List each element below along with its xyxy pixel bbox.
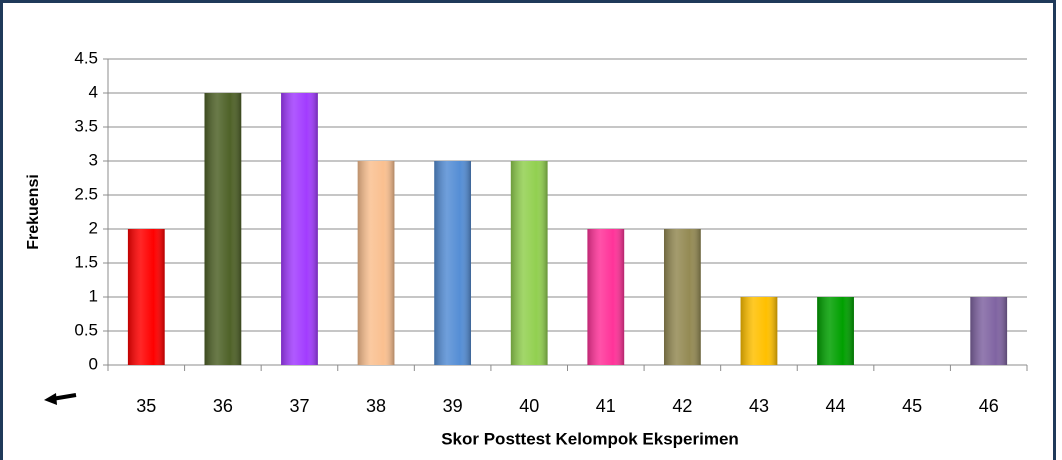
bar-shine (817, 297, 854, 365)
x-tick-label: 43 (749, 396, 769, 416)
x-tick-label: 35 (136, 396, 156, 416)
x-tick-label: 44 (826, 396, 846, 416)
y-tick-label: 1 (89, 286, 98, 305)
x-tick-label: 46 (979, 396, 999, 416)
bar-shine (663, 229, 701, 365)
x-tick-label: 42 (672, 396, 692, 416)
bar-shine (970, 297, 1008, 365)
bar-shine (510, 161, 548, 365)
y-tick-label: 1.5 (74, 252, 98, 271)
bar-shine (357, 161, 395, 365)
y-tick-label: 2 (89, 218, 98, 237)
bar-shine (587, 229, 625, 365)
y-tick-label: 4 (89, 82, 98, 101)
y-tick-label: 3 (89, 150, 98, 169)
bar-shine (740, 297, 778, 365)
bar-shine (127, 229, 165, 365)
y-tick-label: 0 (89, 354, 98, 373)
x-tick-label: 45 (902, 396, 922, 416)
y-tick-label: 3.5 (74, 116, 98, 135)
y-axis-label: Frekuensi (25, 174, 42, 250)
x-axis-label: Skor Posttest Kelompok Eksperimen (441, 429, 739, 448)
arrow (44, 393, 77, 405)
bar-shine (204, 93, 242, 365)
y-tick-label: 0.5 (74, 320, 98, 339)
x-tick-label: 41 (596, 396, 616, 416)
y-tick-label: 4.5 (74, 48, 98, 67)
x-tick-label: 36 (213, 396, 233, 416)
y-tick-label: 2.5 (74, 184, 98, 203)
x-tick-label: 37 (289, 396, 309, 416)
x-tick-label: 40 (519, 396, 539, 416)
bar-shine (281, 93, 318, 365)
x-tick-label: 38 (366, 396, 386, 416)
x-tick-label: 39 (443, 396, 463, 416)
bar-shine (434, 161, 472, 365)
